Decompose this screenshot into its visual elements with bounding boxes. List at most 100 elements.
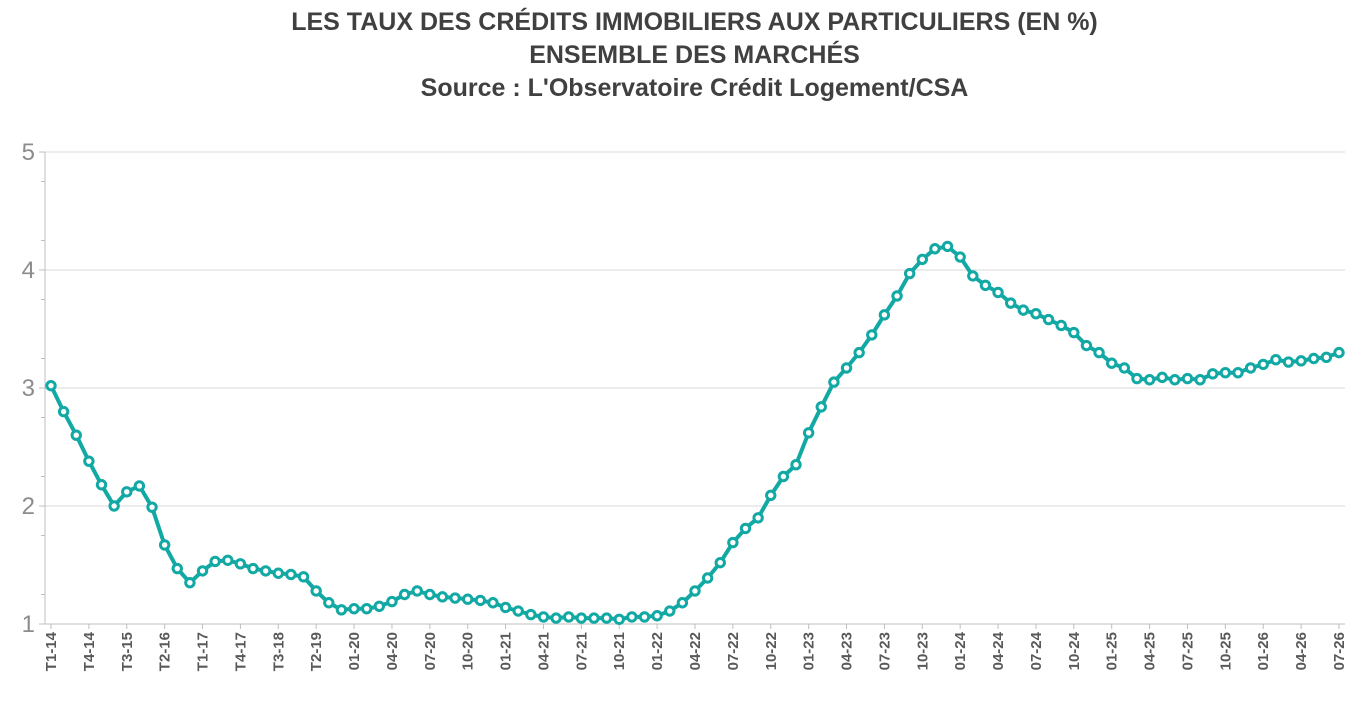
data-point [689,585,701,597]
data-point [1232,366,1244,379]
data-point [310,585,322,597]
y-tick-label: 3 [22,375,35,402]
data-point [1017,304,1030,316]
x-tick-label: 01-22 [649,632,666,670]
data-point [171,562,183,575]
data-point [727,536,739,549]
data-point [790,459,802,471]
data-point [828,376,840,388]
data-point [701,572,714,584]
data-point [386,595,398,608]
data-point [222,554,234,566]
x-tick-label: 04-24 [990,631,1007,670]
data-point [133,480,146,492]
data-point [1257,358,1269,371]
x-tick-label: T1-17 [195,632,212,671]
x-tick-label: 10-24 [1066,631,1083,670]
x-tick-label: 07-25 [1179,632,1196,670]
chart-title: LES TAUX DES CRÉDITS IMMOBILIERS AUX PAR… [291,8,1098,36]
x-tick-label: 01-21 [498,632,515,670]
data-point [1131,372,1143,385]
x-tick-labels: T1-14 T4-14 T3-15 T2-16 T1-17 T4-17 T3-18 T2-19… [43,631,1348,671]
data-point [1068,326,1080,339]
data-point [323,597,335,609]
data-point [1207,368,1219,380]
x-tick-label: 10-21 [611,632,628,670]
data-point [1055,319,1067,332]
axes [39,151,1345,629]
data-point [651,610,663,622]
x-tick-label: 04-23 [839,632,856,670]
data-point [739,522,752,535]
data-point [1080,339,1093,352]
x-tick-label: T2-16 [157,632,174,671]
data-point [70,429,82,441]
data-point [57,405,70,418]
y-tick-label: 5 [22,139,35,166]
data-point [373,600,386,612]
data-point [424,588,436,601]
data-point [335,604,348,616]
data-point [550,612,562,624]
data-point [626,611,638,623]
data-point [714,556,726,569]
x-tick-label: 10-25 [1217,632,1234,670]
x-tick-label: 04-25 [1142,632,1159,670]
data-point [83,455,95,467]
data-point [967,270,979,282]
x-tick-label: T4-17 [232,632,249,671]
x-tick-label: 10-22 [763,632,780,670]
x-tick-label: 01-24 [952,631,969,670]
data-point [866,329,878,341]
x-tick-label: 07-26 [1331,632,1348,670]
data-point [474,594,487,607]
data-point [512,605,524,617]
x-tick-label: 07-22 [725,632,742,670]
data-point [1308,352,1320,365]
y-tick-label: 4 [22,257,35,284]
data-point [563,611,575,623]
data-point [903,267,916,280]
data-point [1295,355,1307,367]
x-tick-label: 07-21 [573,632,590,670]
data-point [992,286,1004,299]
data-point [929,243,941,255]
data-point [777,470,790,483]
data-point [272,567,284,579]
data-point [45,379,57,392]
data-point [979,279,992,292]
data-point [916,253,928,266]
data-point [259,565,272,577]
data-point [525,608,537,621]
data-point [815,401,827,413]
data-point [297,571,310,583]
x-tick-label: T1-14 [43,631,60,671]
x-tick-label: 04-21 [535,632,552,670]
data-point [941,240,954,253]
data-point [1320,351,1333,364]
data-point [1156,371,1168,384]
data-point [411,585,423,597]
data-point [247,562,259,575]
data-point [209,555,221,568]
data-point [840,362,853,374]
data-point [676,597,689,609]
data-point [891,290,903,302]
chart-title-block: LES TAUX DES CRÉDITS IMMOBILIERS AUX PAR… [0,6,1369,105]
data-point [1282,356,1295,368]
data-point [1042,313,1055,326]
data-point [802,427,815,439]
data-point [878,309,891,321]
data-point [1169,374,1181,386]
x-tick-label: 01-20 [346,632,363,670]
data-point [537,611,550,623]
data-point [664,605,676,617]
data-point [487,597,499,609]
x-tick-label: 01-25 [1104,632,1121,670]
data-point [613,613,625,625]
data-point [1143,374,1156,386]
data-point [398,588,411,601]
x-tick-label: T3-15 [119,632,136,671]
data-point [1333,346,1345,359]
